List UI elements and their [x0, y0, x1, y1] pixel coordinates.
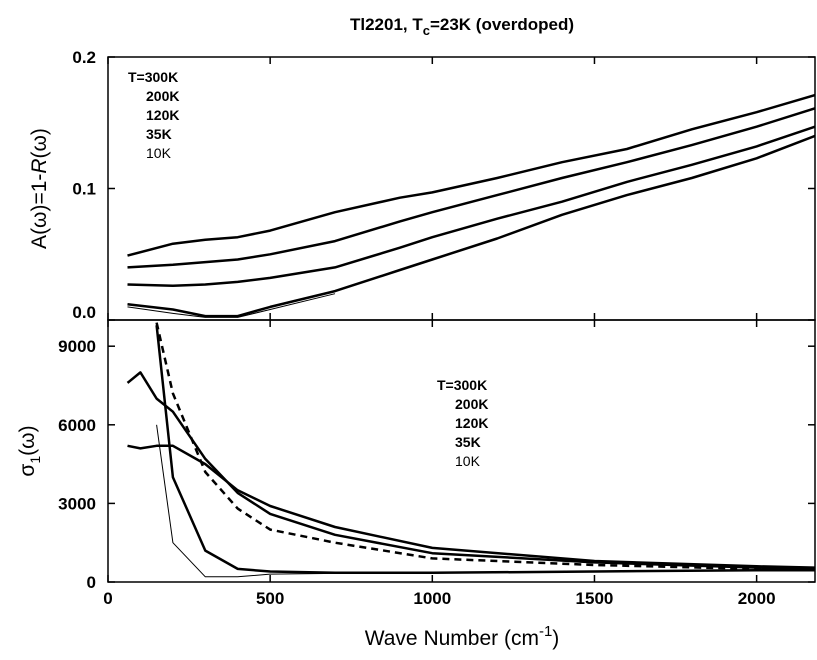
x-axis-label-part: Wave Number (cm	[365, 627, 539, 650]
series-line	[155, 325, 815, 575]
y-axis-label-part: (ω)	[16, 425, 39, 455]
series-line	[126, 371, 815, 571]
x-axis-label-part: -1	[539, 623, 552, 640]
series-line	[155, 322, 815, 571]
y-tick-label: 0.1	[72, 180, 96, 199]
y-tick-label: 6000	[58, 416, 96, 435]
legend-label: 35K	[146, 126, 172, 142]
legend-label: 10K	[455, 453, 481, 469]
series-line	[156, 424, 815, 578]
y-axis-label-part: R	[28, 158, 51, 173]
legend-label: 10K	[146, 145, 172, 161]
x-tick-label: 500	[256, 589, 284, 608]
y-axis-label-part: (ω)	[28, 128, 51, 158]
y-axis-label-part: A(ω)=1-	[28, 174, 51, 249]
chart-title: Tl2201, Tc=23K (overdoped)	[350, 15, 574, 38]
y-tick-label: 9000	[58, 337, 96, 356]
x-tick-label: 1000	[413, 589, 451, 608]
y-tick-label: 0	[87, 573, 96, 592]
x-axis-label-part: )	[552, 627, 559, 650]
y-tick-label: 0.2	[72, 48, 96, 67]
chart-title-part: Tl2201, T	[350, 15, 423, 34]
x-tick-label: 1500	[576, 589, 614, 608]
series-line	[127, 107, 815, 269]
chart-title-part: =23K (overdoped)	[430, 15, 574, 34]
legend-label: 120K	[146, 107, 179, 123]
y-tick-label: 0.0	[72, 303, 96, 322]
series-line	[127, 125, 815, 288]
series-line	[127, 293, 336, 318]
legend-label: 120K	[455, 415, 488, 431]
series-line	[127, 444, 815, 569]
legend-label: 200K	[455, 396, 488, 412]
x-axis-label: Wave Number (cm-1)	[365, 623, 560, 650]
legend-label: 200K	[146, 88, 179, 104]
y-axis-label: σ1(ω)	[16, 425, 43, 476]
y-tick-label: 3000	[58, 494, 96, 513]
y-axis-label-part: σ	[16, 464, 39, 477]
y-axis-label: A(ω)=1-R(ω)	[28, 128, 51, 249]
plot-lines	[126, 322, 815, 578]
plot-frame	[107, 319, 816, 583]
legend-label: 35K	[455, 434, 481, 450]
x-tick-label: 0	[103, 589, 112, 608]
y-axis-label-part: 1	[27, 456, 43, 464]
series-line	[127, 93, 815, 257]
chart-title-part: c	[423, 23, 430, 38]
legend-label: T=300K	[437, 377, 487, 393]
legend-label: T=300K	[128, 69, 178, 85]
series-line	[127, 134, 815, 318]
x-tick-label: 2000	[738, 589, 776, 608]
plot-lines	[127, 93, 815, 318]
plot-frame	[107, 56, 816, 321]
